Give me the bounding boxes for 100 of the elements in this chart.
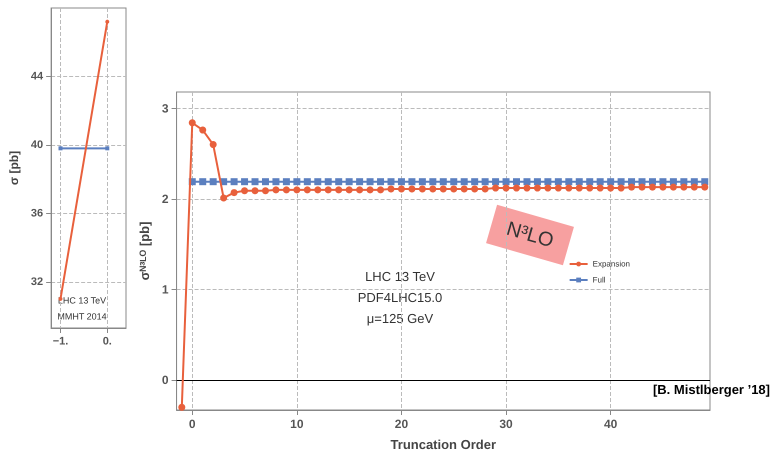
- x-tick-label: 0.: [102, 336, 112, 348]
- point: [314, 186, 322, 194]
- point: [429, 185, 436, 192]
- point: [618, 184, 625, 192]
- point: [262, 187, 269, 194]
- annotation: [B. Mistlberger ’18]: [652, 382, 770, 397]
- point: [335, 178, 342, 186]
- y-tick-label: 32: [30, 276, 44, 288]
- x-tick-label: 20: [394, 417, 408, 431]
- annotation: μ=125 GeV: [366, 311, 434, 326]
- legend-label: Expansion: [592, 260, 630, 268]
- x-tick-label: 40: [604, 417, 618, 431]
- legend-label: Full: [592, 276, 606, 284]
- point: [460, 185, 468, 192]
- x-tick-label: 0: [188, 417, 196, 431]
- point: [304, 186, 311, 194]
- point: [304, 178, 311, 186]
- annotation: LHC 13 TeV: [365, 269, 436, 284]
- point: [408, 178, 416, 186]
- point: [544, 178, 552, 186]
- point: [408, 185, 416, 192]
- point: [471, 185, 478, 192]
- point: [482, 178, 489, 186]
- point: [659, 184, 666, 191]
- point: [554, 178, 562, 186]
- point: [523, 178, 530, 186]
- point: [513, 184, 520, 192]
- point: [418, 185, 426, 192]
- point: [293, 186, 300, 194]
- annotation: PDF4LHC15.0: [358, 290, 442, 305]
- point: [262, 178, 269, 186]
- point: [324, 178, 332, 186]
- point: [618, 178, 625, 186]
- y-tick-label: 3: [162, 101, 169, 116]
- point: [241, 187, 248, 194]
- point: [534, 178, 541, 186]
- point: [199, 126, 206, 134]
- point: [105, 20, 110, 24]
- point: [450, 178, 458, 186]
- point: [596, 184, 604, 192]
- point: [440, 185, 447, 192]
- point: [471, 178, 478, 186]
- point: [492, 184, 500, 192]
- point: [387, 185, 394, 192]
- point: [418, 178, 426, 186]
- point: [293, 178, 300, 186]
- point: [282, 178, 290, 186]
- point: [398, 178, 405, 186]
- point: [188, 119, 196, 126]
- point: [628, 184, 636, 191]
- point: [241, 178, 248, 186]
- point: [648, 184, 656, 191]
- point: [252, 187, 259, 194]
- x-axis-title: Truncation Order: [390, 437, 496, 452]
- point: [450, 185, 458, 192]
- y-tick-label: 44: [30, 70, 44, 82]
- point: [324, 186, 332, 194]
- point: [105, 146, 110, 150]
- point: [220, 194, 228, 202]
- y-axis-title: σ [pb]: [7, 150, 21, 186]
- point: [272, 178, 280, 186]
- x-tick-label: 10: [290, 417, 304, 431]
- point: [492, 178, 500, 186]
- annotation: MMHT 2014: [57, 312, 107, 322]
- y-tick-label: 1: [162, 282, 169, 297]
- x-tick-label: 30: [499, 417, 514, 431]
- point: [502, 178, 510, 186]
- point: [607, 178, 614, 186]
- point: [282, 186, 290, 194]
- point: [58, 146, 62, 150]
- point: [230, 189, 238, 196]
- point: [429, 178, 436, 186]
- annotation: N³LO: [504, 218, 556, 252]
- point: [252, 178, 259, 186]
- point: [440, 178, 447, 186]
- point: [230, 178, 238, 186]
- y-tick-label: 2: [162, 192, 169, 206]
- point: [596, 178, 604, 186]
- point: [314, 178, 322, 186]
- point: [502, 184, 510, 192]
- point: [680, 184, 688, 191]
- point: [178, 404, 186, 411]
- point: [690, 184, 698, 191]
- point: [356, 178, 364, 186]
- point: [460, 178, 468, 186]
- point: [586, 178, 594, 186]
- point: [346, 178, 353, 186]
- point: [356, 186, 364, 194]
- point: [544, 184, 552, 192]
- point: [701, 184, 708, 191]
- y-tick-label: 40: [30, 138, 44, 151]
- point: [670, 184, 677, 191]
- point: [272, 186, 280, 194]
- y-tick-label: 36: [30, 207, 44, 220]
- point: [523, 184, 530, 192]
- point: [366, 186, 374, 194]
- point: [199, 178, 206, 186]
- point: [638, 184, 646, 191]
- point: [576, 184, 583, 192]
- point: [210, 178, 217, 186]
